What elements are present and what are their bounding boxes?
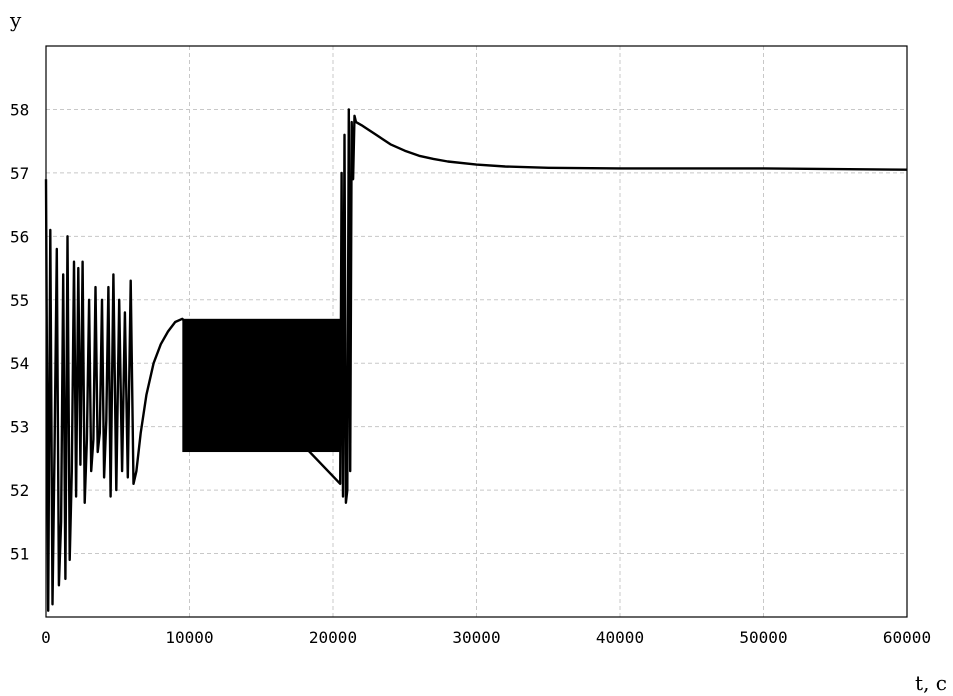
series-line (44, 108, 908, 612)
y-tick-label: 55 (10, 291, 29, 310)
x-tick-label: 30000 (452, 628, 500, 647)
x-tick-label: 60000 (883, 628, 931, 647)
x-tick-label: 10000 (165, 628, 213, 647)
y-tick-label: 53 (10, 418, 29, 437)
oscillation-band (182, 318, 341, 453)
y-tick-label: 52 (10, 481, 29, 500)
series-line-path (44, 108, 908, 612)
y-tick-label: 51 (10, 545, 29, 564)
x-axis-ticks: 0 10000 20000 30000 40000 50000 60000 (41, 628, 931, 647)
x-tick-label: 50000 (739, 628, 787, 647)
y-tick-label: 57 (10, 164, 29, 183)
plot-frame (45, 45, 908, 618)
y-axis-ticks: 51 52 53 54 55 56 57 58 (10, 100, 29, 563)
x-tick-label: 20000 (309, 628, 357, 647)
oscillation-band-fill (182, 318, 341, 453)
x-tick-label: 40000 (596, 628, 644, 647)
x-tick-label: 0 (41, 628, 51, 647)
y-tick-label: 56 (10, 227, 29, 246)
x-axis-label: t, c (915, 671, 947, 695)
grid-lines (46, 46, 907, 617)
y-tick-label: 58 (10, 100, 29, 119)
y-tick-label: 54 (10, 354, 29, 373)
y-axis-label: y (9, 8, 22, 32)
